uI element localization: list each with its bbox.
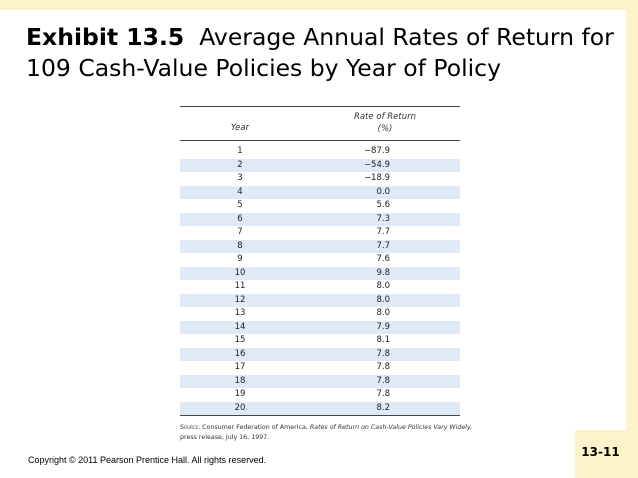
cell-rate: 7.6 [376,254,390,264]
page-number-box [575,430,626,478]
cell-rate: 7.9 [376,321,390,332]
cell-rate: 5.6 [376,200,390,210]
copyright-notice: Copyright © 2011 Pearson Prentice Hall. … [28,455,267,465]
cell-rate: 8.0 [376,281,390,291]
cell-year: 11 [234,281,246,291]
source-label: Source: [180,424,201,431]
cell-year: 12 [234,294,246,305]
column-header-year: Year [230,123,250,133]
exhibit-label: Exhibit 13.5 [26,23,185,51]
cell-year: 7 [237,227,243,237]
column-header-rate-line1: Rate of Return [353,112,416,122]
table-top-rule [180,106,460,107]
cell-year: 2 [237,159,243,170]
table-row: 11 8.0 [180,280,460,294]
cell-rate: −87.9 [363,146,390,156]
table-row: 17 7.8 [180,361,460,375]
cell-year: 6 [237,213,243,224]
table-row: 7 7.7 [180,226,460,240]
cell-rate: −54.9 [363,159,390,170]
table-row: 5 5.6 [180,199,460,213]
cell-rate: 8.1 [376,335,390,345]
table-row: 4 0.0 [180,185,460,199]
table-row: 3 −18.9 [180,172,460,186]
table-row: 2 −54.9 [180,158,460,172]
source-text: Consumer Federation of America, [202,424,308,431]
table-row: 9 7.6 [180,253,460,267]
cell-year: 9 [237,254,243,264]
cell-rate: −18.9 [363,173,390,183]
table-row: 10 9.8 [180,266,460,280]
cell-year: 4 [237,186,243,197]
table-row: 8 7.7 [180,239,460,253]
cell-year: 14 [234,321,246,332]
cell-rate: 0.0 [376,186,390,197]
cell-year: 19 [234,389,246,399]
cell-rate: 7.7 [376,240,390,251]
cell-rate: 8.0 [376,308,390,318]
cell-year: 17 [234,362,246,372]
table-row: 6 7.3 [180,212,460,226]
table-bottom-rule [180,415,460,416]
cell-year: 10 [234,267,246,278]
table-row: 15 8.1 [180,334,460,348]
cell-year: 3 [237,173,243,183]
source-note: Source: Consumer Federation of America, … [180,423,480,443]
table-row: 16 7.8 [180,347,460,361]
cell-rate: 7.7 [376,227,390,237]
table-row: 20 8.2 [180,401,460,415]
table-row: 18 7.8 [180,374,460,388]
column-header-rate-line2: (%) [377,124,393,134]
cell-rate: 7.3 [376,213,390,224]
cell-rate: 7.8 [376,375,390,386]
cell-rate: 8.0 [376,294,390,305]
table-row: 14 7.9 [180,320,460,334]
table-row: 1 −87.9 [180,145,460,159]
cell-rate: 7.8 [376,362,390,372]
cell-year: 8 [237,240,243,251]
column-header-rate: Rate of Return (%) [350,111,420,135]
source-date: press release, July 16, 1997. [180,434,270,441]
top-accent-bar [0,0,638,10]
source-title: Rates of Return on Cash-Value Policies V… [309,424,473,431]
page-number: 13-11 [581,445,620,459]
slide-title: Exhibit 13.5 Average Annual Rates of Ret… [26,22,616,84]
table-row: 19 7.8 [180,388,460,402]
cell-year: 5 [237,200,243,210]
cell-rate: 9.8 [376,267,390,278]
cell-year: 1 [237,146,243,156]
right-accent-bar [626,0,638,478]
cell-year: 16 [234,348,246,359]
cell-year: 18 [234,375,246,386]
cell-year: 20 [234,402,246,413]
cell-year: 15 [234,335,246,345]
cell-year: 13 [234,308,246,318]
cell-rate: 7.8 [376,389,390,399]
table-row: 12 8.0 [180,293,460,307]
table-row: 13 8.0 [180,307,460,321]
cell-rate: 8.2 [376,402,390,413]
exhibit-title: Average Annual Rates of Return for 109 C… [26,23,614,82]
table-body: 1 −87.9 2 −54.9 3 −18.9 4 0.0 5 5.6 6 7.3 7 7.7 8 7.7 9 7… [180,145,460,415]
cell-rate: 7.8 [376,348,390,359]
table-header-rule [180,140,460,141]
